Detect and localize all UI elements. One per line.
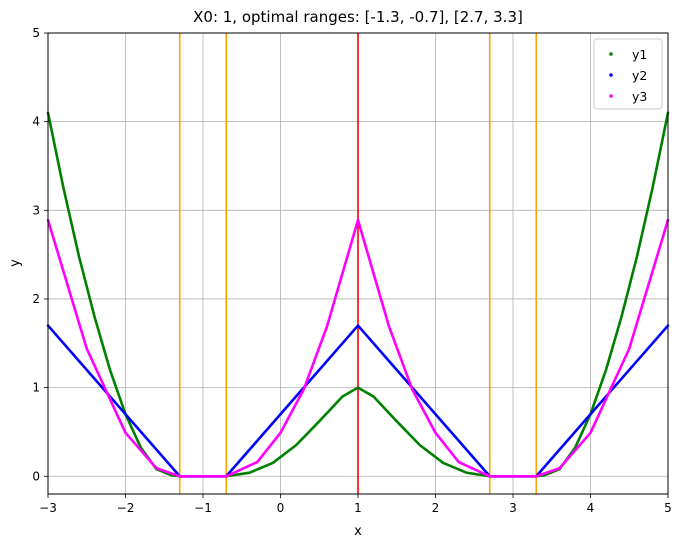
series-y2-segment xyxy=(224,324,360,478)
x-tick-label: 0 xyxy=(277,501,285,515)
legend-label-y1: y1 xyxy=(632,47,647,62)
series-y3-segment xyxy=(534,218,670,478)
series-y1-segment xyxy=(224,386,492,478)
legend: y1 y2 y3 xyxy=(593,38,663,110)
legend-marker-y3 xyxy=(609,94,613,98)
legend-marker-y1 xyxy=(609,52,613,56)
series-y3-segment xyxy=(46,218,182,478)
series-y1-segment xyxy=(534,111,670,478)
x-tick-label: 1 xyxy=(354,501,362,515)
series-y2-segment xyxy=(46,324,182,478)
x-axis-ticks: −3 −2 −1 0 1 2 3 4 5 xyxy=(39,494,672,515)
y-tick-label: 2 xyxy=(32,292,40,306)
chart-title: X0: 1, optimal ranges: [-1.3, -0.7], [2.… xyxy=(193,8,523,26)
series-y3-segment xyxy=(356,218,492,478)
y-tick-label: 3 xyxy=(32,203,40,217)
y-axis-ticks: 0 1 2 3 4 5 xyxy=(32,26,48,483)
y-axis-label: y xyxy=(8,259,23,267)
legend-label-y2: y2 xyxy=(632,68,647,83)
x-tick-label: 2 xyxy=(432,501,440,515)
y-tick-label: 5 xyxy=(32,26,40,40)
y-tick-label: 1 xyxy=(32,381,40,395)
y-tick-label: 0 xyxy=(32,469,40,483)
x-tick-label: −2 xyxy=(117,501,135,515)
series-y2-segment xyxy=(534,324,670,478)
x-axis-label: x xyxy=(354,524,362,539)
series-y2-segment xyxy=(356,324,492,478)
x-tick-label: 3 xyxy=(509,501,517,515)
y-tick-label: 4 xyxy=(32,115,40,129)
series-layer xyxy=(46,111,670,478)
legend-marker-y2 xyxy=(609,73,613,77)
x-tick-label: −3 xyxy=(39,501,57,515)
legend-box xyxy=(593,38,663,110)
series-y3 xyxy=(46,218,670,478)
x-tick-label: −1 xyxy=(194,501,212,515)
legend-label-y3: y3 xyxy=(632,89,647,104)
series-y3-segment xyxy=(224,218,360,478)
series-y1-segment xyxy=(46,111,182,478)
x-tick-label: 4 xyxy=(587,501,595,515)
vertical-lines xyxy=(178,33,538,494)
x-tick-label: 5 xyxy=(664,501,672,515)
